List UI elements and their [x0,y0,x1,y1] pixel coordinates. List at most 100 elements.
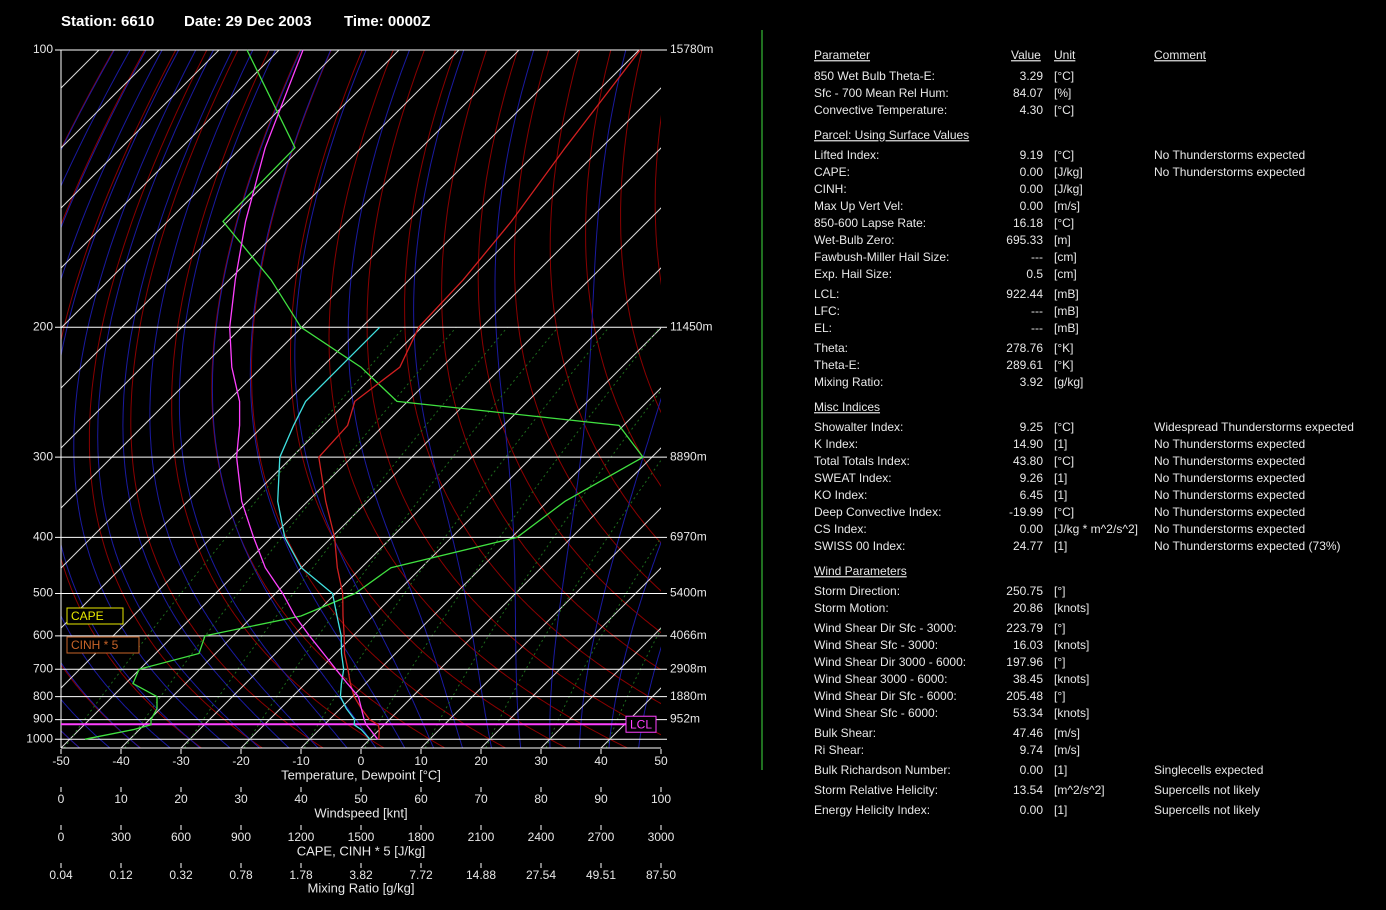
param-value: 278.76 [1006,341,1043,355]
param-name: KO Index: [814,488,867,502]
moist-adiabat [211,50,377,748]
x-tick-label: 70 [474,792,488,806]
param-value: 922.44 [1006,287,1043,301]
x-tick-label: 1.78 [289,868,313,882]
param-name: Total Totals Index: [814,454,910,468]
isotherm [360,447,661,748]
param-unit: [°] [1054,621,1065,635]
x-tick-label: -50 [52,754,70,768]
param-name: Storm Direction: [814,584,900,598]
param-value: 9.19 [1020,148,1044,162]
isotherm [61,50,400,389]
param-value: 289.61 [1006,358,1043,372]
param-unit: [mB] [1054,304,1079,318]
height-label: 8890m [670,449,707,463]
dry-adiabat [513,50,661,592]
x-tick-label: 50 [354,792,368,806]
param-unit: [knots] [1054,601,1089,615]
param-unit: [°K] [1054,341,1073,355]
moist-adiabat [249,50,406,748]
param-name: EL: [814,321,832,335]
param-unit: [°K] [1054,358,1073,372]
moist-adiabat [608,541,661,748]
moist-adiabat [122,50,290,748]
param-comment: No Thunderstorms expected [1154,165,1305,179]
isotherm [120,207,661,748]
mixing-ratio-line [364,326,661,748]
moist-adiabat [549,50,627,748]
param-name: Theta-E: [814,358,860,372]
moist-adiabat [578,397,661,748]
x-tick-label: 1200 [288,830,315,844]
param-unit: [1] [1054,539,1067,553]
param-name: Theta: [814,341,848,355]
param-name: Convective Temperature: [814,103,947,117]
profile-line [318,49,641,740]
x-tick-label: 20 [174,792,188,806]
param-name: Storm Relative Helicity: [814,783,938,797]
moist-adiabat [149,50,319,748]
y-tick-label: 700 [33,661,53,675]
param-unit: [cm] [1054,267,1077,281]
param-name: Wind Shear 3000 - 6000: [814,672,947,686]
param-name: 850 Wet Bulb Theta-E: [814,69,935,83]
moist-adiabat [61,50,201,748]
moist-adiabat [61,50,131,748]
x-tick-label: -40 [112,754,130,768]
section-title: Parcel: Using Surface Values [814,128,969,142]
param-name: Sfc - 700 Mean Rel Hum: [814,86,949,100]
param-name: Bulk Shear: [814,726,876,740]
x-tick-label: 50 [654,754,668,768]
param-unit: [°C] [1054,454,1074,468]
param-value: 84.07 [1013,86,1043,100]
param-name: Lifted Index: [814,148,879,162]
param-value: 0.00 [1020,763,1044,777]
param-unit: [°C] [1054,420,1074,434]
param-value: 53.34 [1013,706,1043,720]
param-value: 197.96 [1006,655,1043,669]
lcl-box [625,715,657,733]
moist-adiabat [494,50,535,748]
x-tick-label: 7.72 [409,868,433,882]
x-tick-label: 0.12 [109,868,133,882]
x-tick-label: 60 [414,792,428,806]
param-value: 38.45 [1013,672,1043,686]
param-value: 9.74 [1020,743,1044,757]
isotherm [61,147,661,748]
dry-adiabat [549,50,661,544]
x-tick-label: 80 [534,792,548,806]
param-comment: No Thunderstorms expected [1154,505,1305,519]
isotherm [61,50,640,629]
dry-adiabat [88,50,263,748]
x-tick-label: 14.88 [466,868,496,882]
isotherm [300,387,661,748]
param-name: SWISS 00 Index: [814,539,905,553]
param-unit: [°C] [1054,103,1074,117]
param-value: --- [1031,321,1043,335]
param-comment: No Thunderstorms expected [1154,454,1305,468]
param-name: Wind Shear Sfc - 6000: [814,706,938,720]
x-tick-label: 0.04 [49,868,73,882]
param-unit: [mB] [1054,321,1079,335]
isotherm [61,50,220,209]
param-name: Wind Shear Dir 3000 - 6000: [814,655,966,669]
x-tick-label: 600 [171,830,191,844]
dry-adiabat [251,50,506,748]
param-value: 0.00 [1020,199,1044,213]
dry-adiabat [61,50,146,748]
table-header: Comment [1154,48,1207,62]
height-label: 5400m [670,586,707,600]
param-value: 9.26 [1020,471,1044,485]
x-tick-label: 0.78 [229,868,253,882]
param-value: 3.29 [1020,69,1044,83]
param-name: Showalter Index: [814,420,903,434]
param-comment: Supercells not likely [1154,783,1260,797]
isotherm [180,267,661,748]
param-value: 0.00 [1020,182,1044,196]
isotherm [61,50,280,269]
table-header: Parameter [814,48,870,62]
section-title: Wind Parameters [814,564,907,578]
param-unit: [cm] [1054,250,1077,264]
param-name: K Index: [814,437,858,451]
